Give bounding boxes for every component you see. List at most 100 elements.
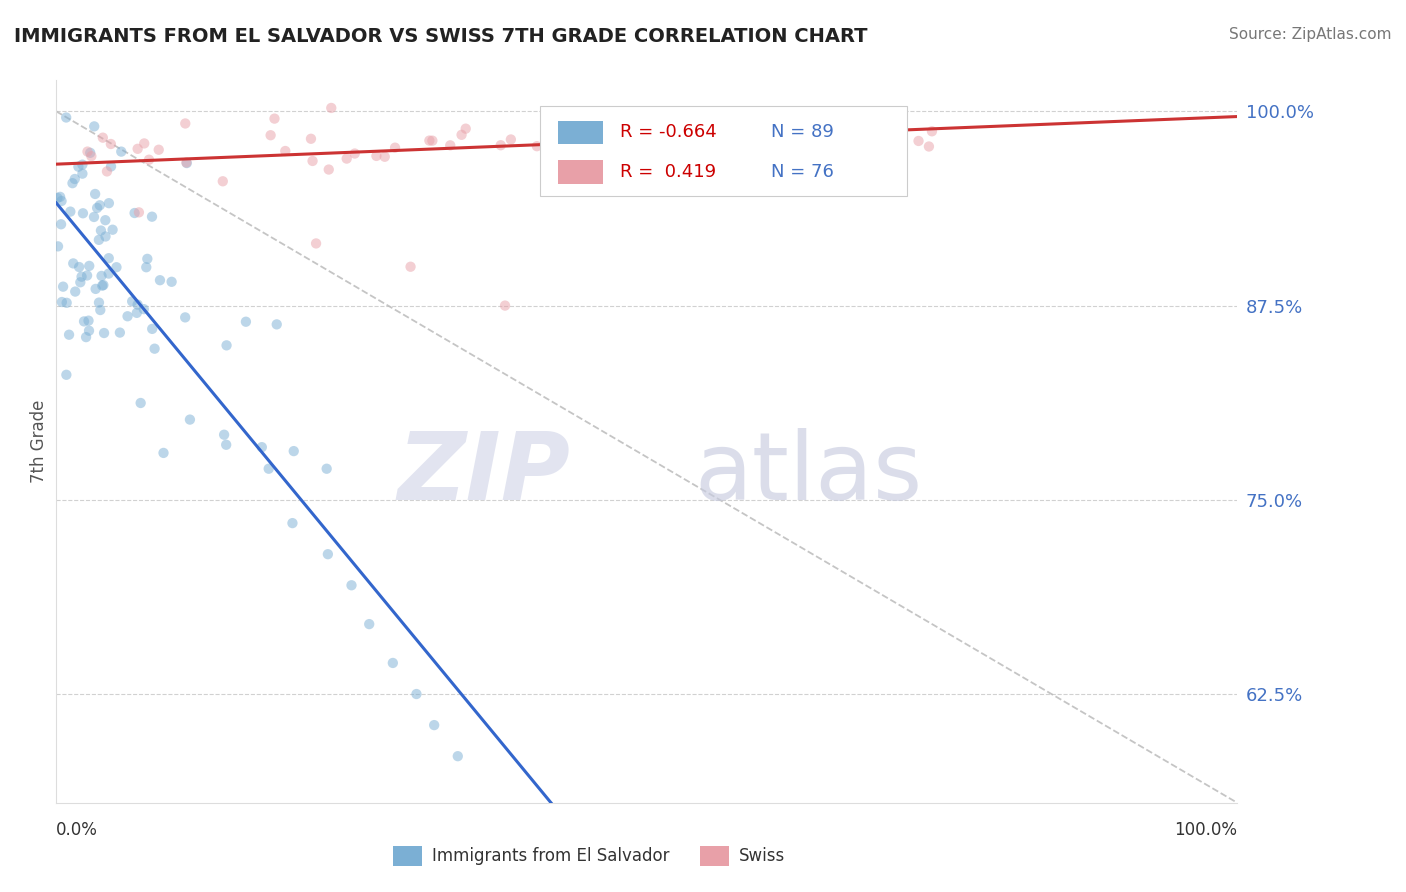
Point xyxy=(359,617,381,632)
Point xyxy=(65,285,87,299)
Point xyxy=(63,172,86,186)
Point xyxy=(627,105,650,120)
Point xyxy=(72,158,94,172)
Point xyxy=(132,302,155,317)
Point xyxy=(907,134,929,148)
Point xyxy=(149,273,172,287)
Point xyxy=(785,114,807,128)
Point xyxy=(121,294,143,309)
Point xyxy=(695,115,717,129)
Point xyxy=(89,198,111,212)
Point xyxy=(543,119,565,133)
Point xyxy=(135,260,157,275)
Point xyxy=(134,136,156,151)
Point xyxy=(837,107,859,121)
Point xyxy=(77,259,100,273)
Point xyxy=(141,322,163,336)
Point xyxy=(838,114,860,128)
Point xyxy=(374,150,396,164)
Point xyxy=(141,210,163,224)
Point xyxy=(143,342,166,356)
Point xyxy=(366,149,388,163)
Point xyxy=(46,191,69,205)
Point xyxy=(93,278,115,293)
Point xyxy=(560,120,582,134)
Point xyxy=(125,306,148,320)
Point xyxy=(494,299,516,313)
Point xyxy=(579,136,602,151)
Point xyxy=(770,126,793,140)
Point xyxy=(211,174,233,188)
Point xyxy=(52,279,75,293)
Point xyxy=(212,427,235,442)
Point xyxy=(381,656,404,670)
Point xyxy=(174,116,197,130)
Point xyxy=(526,139,548,153)
Point xyxy=(574,128,596,142)
Point xyxy=(266,318,288,332)
Point xyxy=(235,315,257,329)
Point xyxy=(73,314,96,328)
Point xyxy=(127,142,149,156)
Point xyxy=(336,152,359,166)
Point xyxy=(136,252,159,266)
Point xyxy=(422,134,444,148)
Point xyxy=(572,110,595,124)
Point xyxy=(343,146,366,161)
Point xyxy=(97,251,120,265)
Text: IMMIGRANTS FROM EL SALVADOR VS SWISS 7TH GRADE CORRELATION CHART: IMMIGRANTS FROM EL SALVADOR VS SWISS 7TH… xyxy=(14,27,868,45)
Point xyxy=(862,108,884,122)
Point xyxy=(83,210,105,224)
Point xyxy=(55,111,77,125)
Point xyxy=(918,139,941,153)
Point xyxy=(711,126,734,140)
Point xyxy=(127,297,149,311)
Point xyxy=(80,149,103,163)
Point xyxy=(215,338,238,352)
Point xyxy=(90,223,112,237)
Point xyxy=(72,206,94,220)
Point xyxy=(76,145,98,159)
Point xyxy=(84,186,107,201)
Point xyxy=(105,260,128,275)
Point xyxy=(263,112,285,126)
Point xyxy=(283,444,305,458)
Point xyxy=(281,516,304,530)
Point xyxy=(75,330,97,344)
Point xyxy=(571,145,593,159)
Point xyxy=(84,282,107,296)
Point xyxy=(55,368,77,382)
Point xyxy=(87,233,110,247)
Point xyxy=(138,153,160,167)
Point xyxy=(93,326,115,340)
Point xyxy=(704,133,727,147)
Point xyxy=(250,440,273,454)
Text: 100.0%: 100.0% xyxy=(1174,822,1237,839)
Point xyxy=(76,268,98,283)
Point xyxy=(110,145,132,159)
Point xyxy=(450,128,472,142)
Point xyxy=(55,295,77,310)
Point xyxy=(100,160,122,174)
Point xyxy=(97,196,120,211)
Point xyxy=(641,127,664,141)
Point xyxy=(51,295,73,310)
Point xyxy=(89,303,111,318)
Point xyxy=(79,145,101,160)
Point xyxy=(447,749,470,764)
Point xyxy=(62,176,84,190)
Text: Immigrants from El Salvador: Immigrants from El Salvador xyxy=(432,847,669,865)
Point xyxy=(100,136,122,151)
Point xyxy=(713,133,735,147)
Point xyxy=(77,324,100,338)
Point xyxy=(405,687,427,701)
Point xyxy=(87,295,110,310)
Text: R = -0.664: R = -0.664 xyxy=(620,123,716,141)
Point xyxy=(259,128,281,143)
FancyBboxPatch shape xyxy=(558,120,603,144)
Point xyxy=(603,136,626,151)
Point xyxy=(72,167,94,181)
Point xyxy=(58,327,80,342)
Point xyxy=(305,236,328,251)
Point xyxy=(423,718,446,732)
